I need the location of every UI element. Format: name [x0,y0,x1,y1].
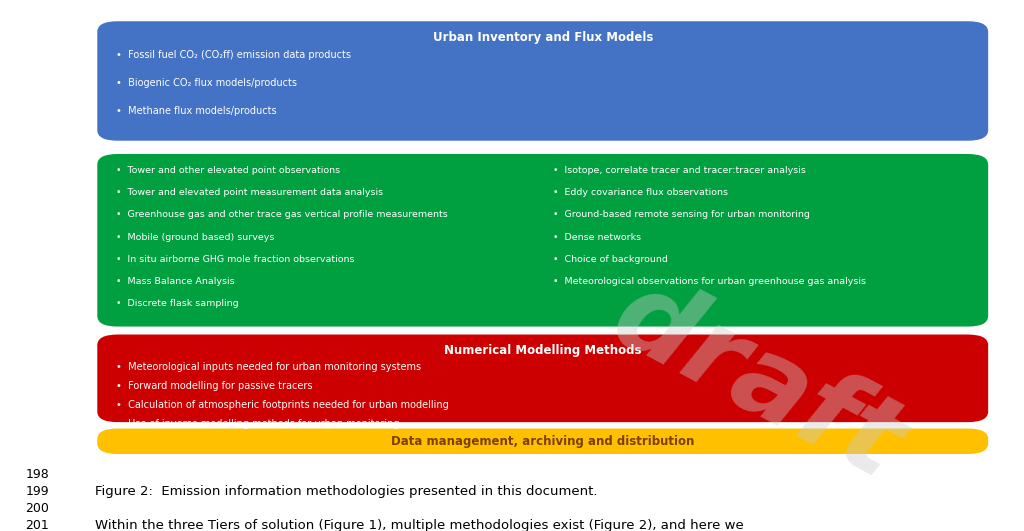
Text: •  Fossil fuel CO₂ (CO₂ff) emission data products: • Fossil fuel CO₂ (CO₂ff) emission data … [116,50,350,61]
FancyBboxPatch shape [97,335,988,422]
FancyBboxPatch shape [97,154,988,327]
Text: •  Tower and other elevated point observations: • Tower and other elevated point observa… [116,166,340,175]
Text: 200: 200 [26,502,49,515]
Text: •  Greenhouse gas and other trace gas vertical profile measurements: • Greenhouse gas and other trace gas ver… [116,210,447,219]
Text: •  Discrete flask sampling: • Discrete flask sampling [116,299,239,309]
Text: •  Eddy covariance flux observations: • Eddy covariance flux observations [553,188,728,197]
Text: •  In situ airborne GHG mole fraction observations: • In situ airborne GHG mole fraction obs… [116,255,354,264]
Text: Figure 2:  Emission information methodologies presented in this document.: Figure 2: Emission information methodolo… [95,485,598,498]
Text: •  Meteorological observations for urban greenhouse gas analysis: • Meteorological observations for urban … [553,277,866,286]
Text: Data management, archiving and distribution: Data management, archiving and distribut… [391,435,694,448]
Text: Numerical Modelling Methods: Numerical Modelling Methods [444,344,641,357]
Text: •  Calculation of atmospheric footprints needed for urban modelling: • Calculation of atmospheric footprints … [116,400,449,410]
Text: 198: 198 [26,468,49,481]
Text: 201: 201 [26,519,49,531]
Text: •  Mobile (ground based) surveys: • Mobile (ground based) surveys [116,233,274,242]
Text: •  Methane flux models/products: • Methane flux models/products [116,106,276,116]
Text: •  Tower and elevated point measurement data analysis: • Tower and elevated point measurement d… [116,188,383,197]
Text: 199: 199 [26,485,49,498]
Text: •  Dense networks: • Dense networks [553,233,641,242]
Text: Urban Inventory and Flux Models: Urban Inventory and Flux Models [432,31,653,44]
Text: •  Isotope, correlate tracer and tracer:tracer analysis: • Isotope, correlate tracer and tracer:t… [553,166,806,175]
Text: •  Forward modelling for passive tracers: • Forward modelling for passive tracers [116,381,312,391]
Text: draft: draft [595,262,921,502]
Text: •  Meteorological inputs needed for urban monitoring systems: • Meteorological inputs needed for urban… [116,362,421,372]
FancyBboxPatch shape [97,21,988,141]
Text: •  Use of inverse modelling methods for urban monitoring: • Use of inverse modelling methods for u… [116,419,399,430]
Text: Within the three Tiers of solution (Figure 1), multiple methodologies exist (Fig: Within the three Tiers of solution (Figu… [95,519,744,531]
Text: •  Choice of background: • Choice of background [553,255,668,264]
Text: •  Ground-based remote sensing for urban monitoring: • Ground-based remote sensing for urban … [553,210,810,219]
Text: •  Mass Balance Analysis: • Mass Balance Analysis [116,277,234,286]
FancyBboxPatch shape [97,429,988,454]
Text: •  Biogenic CO₂ flux models/products: • Biogenic CO₂ flux models/products [116,78,297,88]
